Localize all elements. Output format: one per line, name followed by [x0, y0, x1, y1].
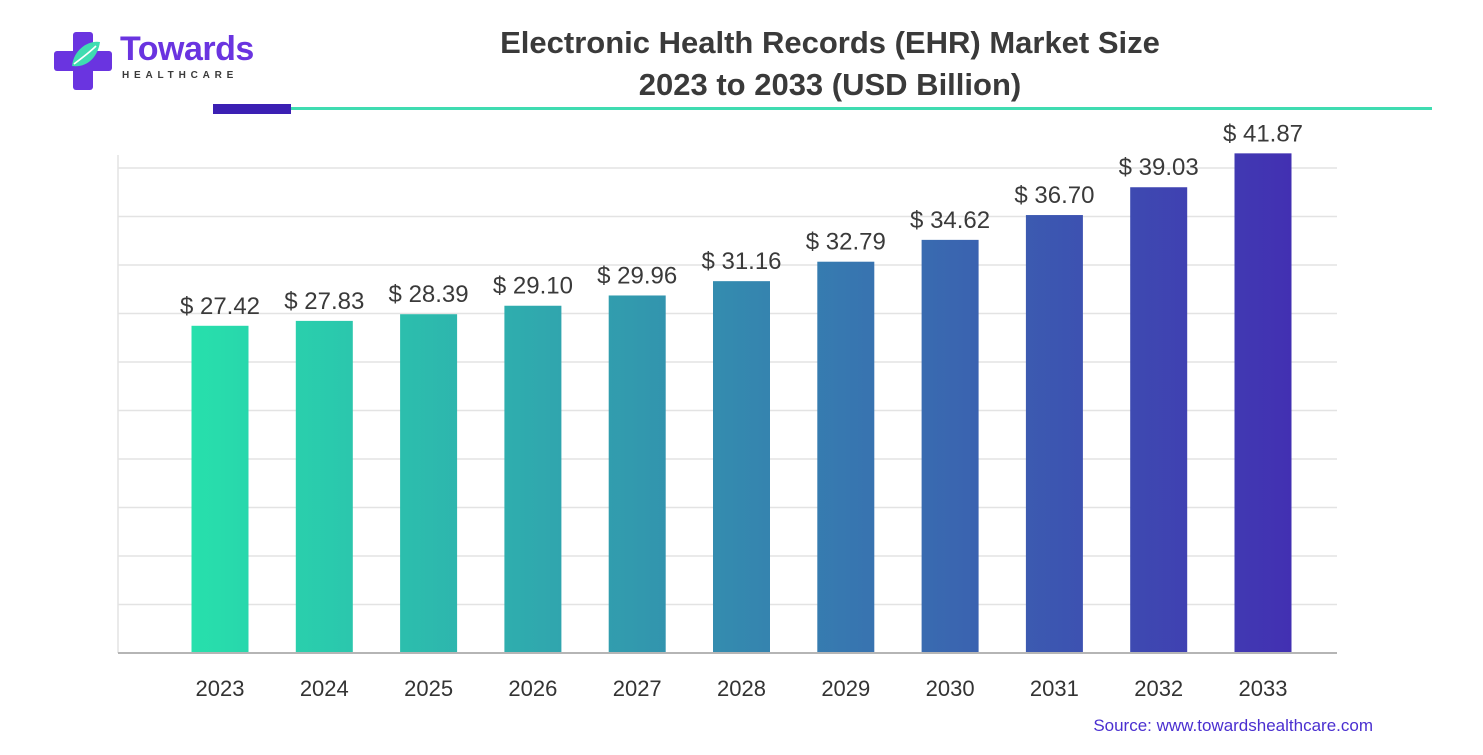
x-tick-label-2032: 2032 [1134, 676, 1183, 701]
logo-wordmark: Towards [120, 30, 254, 68]
bar-2023 [191, 325, 249, 653]
value-label-2025: $ 28.39 [389, 281, 469, 308]
value-label-2026: $ 29.10 [493, 273, 573, 300]
brand-logo: Towards HEALTHCARE [52, 26, 282, 96]
logo-subtitle: HEALTHCARE [122, 70, 239, 81]
bar-2032 [1130, 187, 1188, 653]
header-divider-line [291, 107, 1432, 110]
value-label-2031: $ 36.70 [1014, 182, 1094, 209]
value-label-2024: $ 27.83 [284, 288, 364, 315]
x-tick-label-2027: 2027 [613, 676, 662, 701]
bar-2024 [295, 320, 353, 653]
value-label-2029: $ 32.79 [806, 229, 886, 256]
value-label-2030: $ 34.62 [910, 207, 990, 234]
value-label-2032: $ 39.03 [1119, 154, 1199, 181]
x-tick-label-2028: 2028 [717, 676, 766, 701]
chart-title-block: Electronic Health Records (EHR) Market S… [380, 22, 1280, 106]
bar-2025 [400, 314, 458, 653]
bar-2031 [1025, 215, 1083, 653]
x-tick-label-2023: 2023 [196, 676, 245, 701]
value-labels: $ 27.42 $ 27.83 $ 28.39 $ 29.10 $ 29.96 $ 31.… [180, 120, 1303, 319]
x-tick-label-2030: 2030 [926, 676, 975, 701]
source-credit: Source: www.towardshealthcare.com [1093, 716, 1373, 735]
bar-2027 [608, 295, 666, 653]
value-label-2027: $ 29.96 [597, 262, 677, 289]
header-accent-rule [213, 104, 291, 114]
bar-2028 [713, 281, 770, 653]
value-label-2033: $ 41.87 [1223, 120, 1303, 147]
value-label-2028: $ 31.16 [701, 248, 781, 275]
x-tick-label-2025: 2025 [404, 676, 453, 701]
x-tick-label-2033: 2033 [1239, 676, 1288, 701]
bar-2026 [504, 305, 562, 653]
bar-2029 [817, 261, 875, 653]
value-label-2023: $ 27.42 [180, 293, 260, 320]
bars [191, 153, 1292, 654]
x-tick-label-2029: 2029 [821, 676, 870, 701]
x-axis-tick-labels: 2023 2024 2025 2026 2027 2028 2029 2030 2031 2032… [196, 676, 1288, 701]
x-tick-label-2026: 2026 [508, 676, 557, 701]
health-cross-logo-icon [54, 32, 112, 90]
bar-2030 [921, 239, 979, 654]
chart-subtitle: 2023 to 2033 (USD Billion) [638, 67, 1022, 102]
bar-2033 [1234, 153, 1292, 654]
x-tick-label-2031: 2031 [1030, 676, 1079, 701]
chart-title: Electronic Health Records (EHR) Market S… [500, 25, 1160, 60]
x-tick-label-2024: 2024 [300, 676, 349, 701]
